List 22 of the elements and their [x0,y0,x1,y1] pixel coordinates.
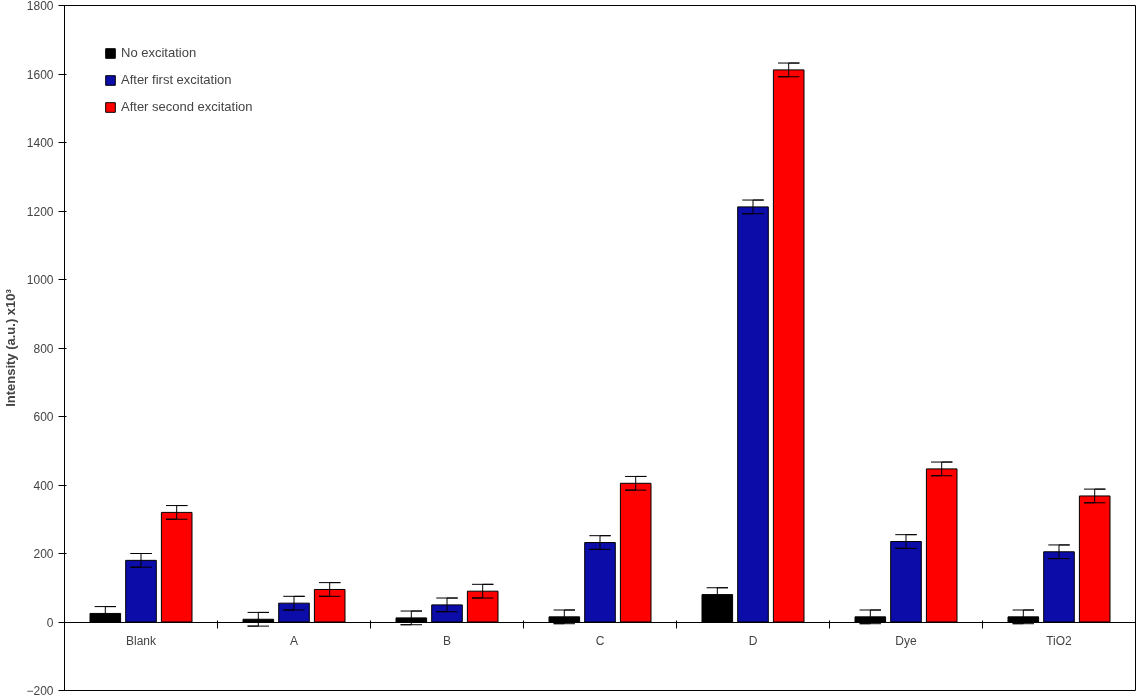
legend-label: No excitation [121,45,197,60]
y-tick-label: 200 [33,547,54,561]
y-tick-label: 1600 [26,67,54,82]
x-tick-label: A [290,634,299,648]
y-tick-label: 1200 [26,204,54,219]
y-tick-label: −200 [26,684,54,698]
y-tick-label: 0 [46,615,54,630]
x-tick-label: D [748,634,758,648]
y-tick-label: 1000 [26,273,54,287]
y-tick-label: 1800 [26,0,54,13]
x-tick-label: B [443,634,452,648]
y-axis-title: Intensity (a.u.) x10³ [3,288,19,407]
y-tick-label: 800 [33,341,54,356]
legend-label: After first excitation [121,72,232,87]
y-tick-label: 1400 [26,136,54,150]
x-tick-label: TiO2 [1046,634,1073,648]
legend-label: After second excitation [121,99,253,114]
y-tick-label: 600 [33,410,54,424]
x-tick-label: Blank [125,634,158,648]
y-tick-label: 400 [33,478,54,493]
x-tick-label: C [595,634,605,648]
x-tick-label: Dye [895,634,917,648]
